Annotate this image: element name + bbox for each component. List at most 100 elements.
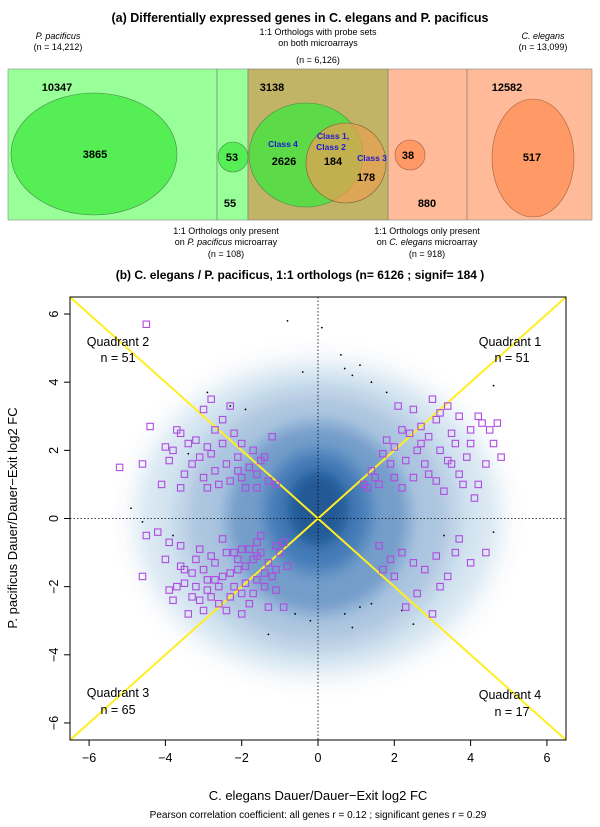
significant-point <box>218 572 227 581</box>
significant-point <box>432 477 441 485</box>
significant-point <box>218 439 227 448</box>
significant-point <box>455 470 463 478</box>
significant-point <box>440 487 448 495</box>
significant-point <box>222 548 231 557</box>
significant-point <box>264 477 273 485</box>
x-tick-label: 6 <box>543 751 550 765</box>
significant-point <box>409 559 418 567</box>
significant-point <box>398 484 406 492</box>
significant-point <box>436 582 444 591</box>
significant-point <box>428 610 437 618</box>
significant-point <box>203 484 212 492</box>
significant-point <box>447 460 456 468</box>
correlation-footnote: Pearson correlation coefficient: all gen… <box>150 810 487 821</box>
significant-point <box>199 405 208 414</box>
count-ce-only-outside: 880 <box>418 198 436 210</box>
significant-point <box>192 582 200 591</box>
significant-point <box>215 480 223 489</box>
significant-point <box>195 596 204 605</box>
quadrant2-count: n = 51 <box>100 351 135 365</box>
significant-point <box>424 470 433 478</box>
significant-point <box>203 443 212 451</box>
significant-point <box>413 446 421 455</box>
count-ce-de: 517 <box>523 152 541 164</box>
significant-point <box>169 596 177 605</box>
significant-point <box>226 402 234 410</box>
count-pp-outside: 10347 <box>42 82 73 94</box>
scatter-title: (b) C. elegans / P. pacificus, 1:1 ortho… <box>116 268 485 282</box>
significant-point <box>402 603 410 611</box>
significant-point <box>249 446 257 455</box>
significant-point <box>192 436 200 444</box>
significant-point <box>474 412 482 421</box>
significant-point <box>245 463 254 472</box>
significant-point <box>142 531 151 540</box>
count-pp-de: 3865 <box>83 149 107 161</box>
x-axis-label: C. elegans Dauer/Dauer−Exit log2 FC <box>209 788 428 803</box>
significant-point <box>165 586 173 594</box>
x-tick-label: 4 <box>467 751 474 765</box>
significant-point <box>272 542 280 550</box>
significant-point <box>272 586 280 594</box>
significant-point <box>390 473 399 482</box>
significant-point <box>371 473 379 482</box>
significant-point <box>398 548 406 557</box>
y-tick-label: 4 <box>47 379 61 386</box>
class3-ellipse <box>305 122 387 204</box>
significant-point <box>432 415 441 424</box>
significant-point <box>188 593 196 601</box>
y-tick-label: 2 <box>47 447 61 454</box>
significant-point <box>241 562 250 570</box>
significant-point <box>138 572 147 581</box>
significant-point <box>157 480 166 489</box>
significant-point <box>489 439 498 448</box>
ortho-both-total-label: (n = 6,126) <box>296 55 340 65</box>
class12-label-line1: Class 1, <box>317 131 349 141</box>
significant-point <box>173 426 181 434</box>
significant-point <box>386 555 395 564</box>
significant-point <box>264 559 273 567</box>
y-tick-label: 6 <box>47 311 61 318</box>
significant-point <box>451 439 460 448</box>
significant-point <box>375 480 383 489</box>
pp-species-label: P. pacificus <box>36 31 81 41</box>
significant-point <box>260 569 269 577</box>
significant-point <box>485 426 494 434</box>
significant-point <box>211 467 219 475</box>
significant-point <box>417 439 425 448</box>
ortho-both-label-line2: on both microarrays <box>278 38 358 48</box>
significant-point <box>253 576 261 584</box>
significant-point <box>215 599 223 608</box>
count-ce-outside: 12582 <box>492 82 523 94</box>
y-tick-label: −4 <box>47 648 61 662</box>
significant-point <box>405 429 414 438</box>
significant-point <box>138 460 147 468</box>
significant-point <box>154 528 162 536</box>
significant-point <box>226 593 234 601</box>
significant-point <box>463 453 471 461</box>
significant-points <box>115 320 505 618</box>
significant-point <box>199 473 208 482</box>
count-both-outside: 3138 <box>260 82 284 94</box>
significant-point <box>493 419 502 427</box>
class12-label-line2: Class 2 <box>316 142 346 152</box>
significant-point <box>260 453 269 461</box>
significant-point <box>115 463 124 472</box>
significant-point <box>199 565 208 574</box>
y-tick-label: −6 <box>47 716 61 730</box>
quadrant2-label: Quadrant 2 <box>87 335 150 349</box>
significant-point <box>211 576 219 584</box>
pp-de-ellipse <box>10 92 178 216</box>
significant-point <box>211 559 219 567</box>
significant-point <box>379 450 387 458</box>
quadrant4-count: n = 17 <box>494 705 529 719</box>
y-axis: −6 −4 −2 0 2 4 6 <box>47 311 70 730</box>
significant-point <box>272 565 280 574</box>
significant-point <box>253 538 261 547</box>
significant-point <box>424 432 433 441</box>
ce-only-label-line2: on C. elegans microarray <box>377 237 478 247</box>
significant-point <box>245 545 254 553</box>
x-tick-label: 0 <box>315 751 322 765</box>
significant-point <box>195 453 204 461</box>
